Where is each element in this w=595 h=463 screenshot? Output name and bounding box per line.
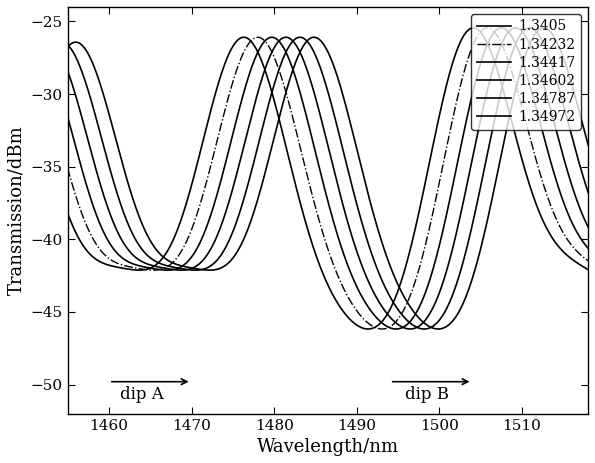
X-axis label: Wavelength/nm: Wavelength/nm bbox=[257, 438, 399, 456]
1.34972 bbox=[435, 326, 442, 332]
Y-axis label: Transmission/dBm: Transmission/dBm bbox=[7, 125, 25, 295]
1.34232 bbox=[378, 326, 386, 332]
1.34232 bbox=[484, 25, 491, 31]
1.34972 bbox=[284, 85, 291, 90]
1.34232 bbox=[111, 259, 118, 264]
1.34602 bbox=[284, 35, 291, 40]
1.34787 bbox=[526, 25, 533, 31]
1.34417 bbox=[48, 62, 55, 67]
1.34602 bbox=[590, 235, 595, 240]
1.3405 bbox=[470, 25, 477, 31]
1.34787 bbox=[284, 47, 291, 52]
1.34232 bbox=[284, 94, 291, 100]
1.3405 bbox=[590, 270, 595, 276]
1.34417 bbox=[284, 52, 291, 58]
Text: dip B: dip B bbox=[405, 386, 449, 403]
1.34232 bbox=[531, 151, 538, 156]
1.34972 bbox=[111, 131, 118, 136]
Line: 1.34232: 1.34232 bbox=[51, 28, 595, 329]
Line: 1.34417: 1.34417 bbox=[51, 28, 595, 329]
1.3405 bbox=[143, 266, 151, 272]
Line: 1.34602: 1.34602 bbox=[51, 28, 595, 329]
1.34972 bbox=[143, 232, 151, 238]
1.34787 bbox=[590, 206, 595, 212]
1.34232 bbox=[260, 37, 267, 43]
1.3405 bbox=[531, 197, 538, 202]
1.34417 bbox=[531, 99, 538, 104]
1.34602 bbox=[260, 71, 267, 77]
1.34417 bbox=[111, 247, 118, 252]
1.34417 bbox=[260, 40, 267, 45]
1.34232 bbox=[590, 262, 595, 268]
1.34972 bbox=[531, 32, 538, 38]
1.34787 bbox=[421, 326, 428, 332]
1.34602 bbox=[406, 326, 414, 332]
1.3405 bbox=[260, 63, 267, 68]
1.34602 bbox=[143, 261, 151, 267]
1.34602 bbox=[531, 53, 538, 58]
Line: 1.34787: 1.34787 bbox=[51, 28, 595, 329]
1.34232 bbox=[143, 267, 151, 273]
1.34972 bbox=[260, 177, 267, 182]
Legend: 1.3405, 1.34232, 1.34417, 1.34602, 1.34787, 1.34972: 1.3405, 1.34232, 1.34417, 1.34602, 1.347… bbox=[471, 14, 581, 130]
1.34417 bbox=[393, 326, 400, 332]
1.34602 bbox=[111, 222, 118, 227]
1.34972 bbox=[590, 163, 595, 169]
1.34232 bbox=[48, 105, 55, 111]
1.34787 bbox=[111, 181, 118, 187]
1.34787 bbox=[260, 122, 267, 127]
1.34417 bbox=[143, 265, 151, 270]
1.3405 bbox=[364, 326, 371, 332]
Line: 1.34972: 1.34972 bbox=[51, 28, 595, 329]
1.3405 bbox=[111, 264, 118, 269]
Line: 1.3405: 1.3405 bbox=[51, 28, 595, 329]
1.3405 bbox=[284, 149, 291, 155]
1.34972 bbox=[48, 82, 55, 88]
1.34972 bbox=[540, 25, 547, 31]
1.34787 bbox=[143, 252, 151, 258]
1.3405 bbox=[48, 156, 55, 162]
1.34602 bbox=[48, 40, 55, 46]
1.34417 bbox=[590, 251, 595, 257]
1.34417 bbox=[498, 25, 505, 31]
1.34602 bbox=[512, 25, 519, 31]
1.34787 bbox=[531, 27, 538, 33]
1.34787 bbox=[48, 48, 55, 53]
Text: dip A: dip A bbox=[120, 386, 164, 403]
